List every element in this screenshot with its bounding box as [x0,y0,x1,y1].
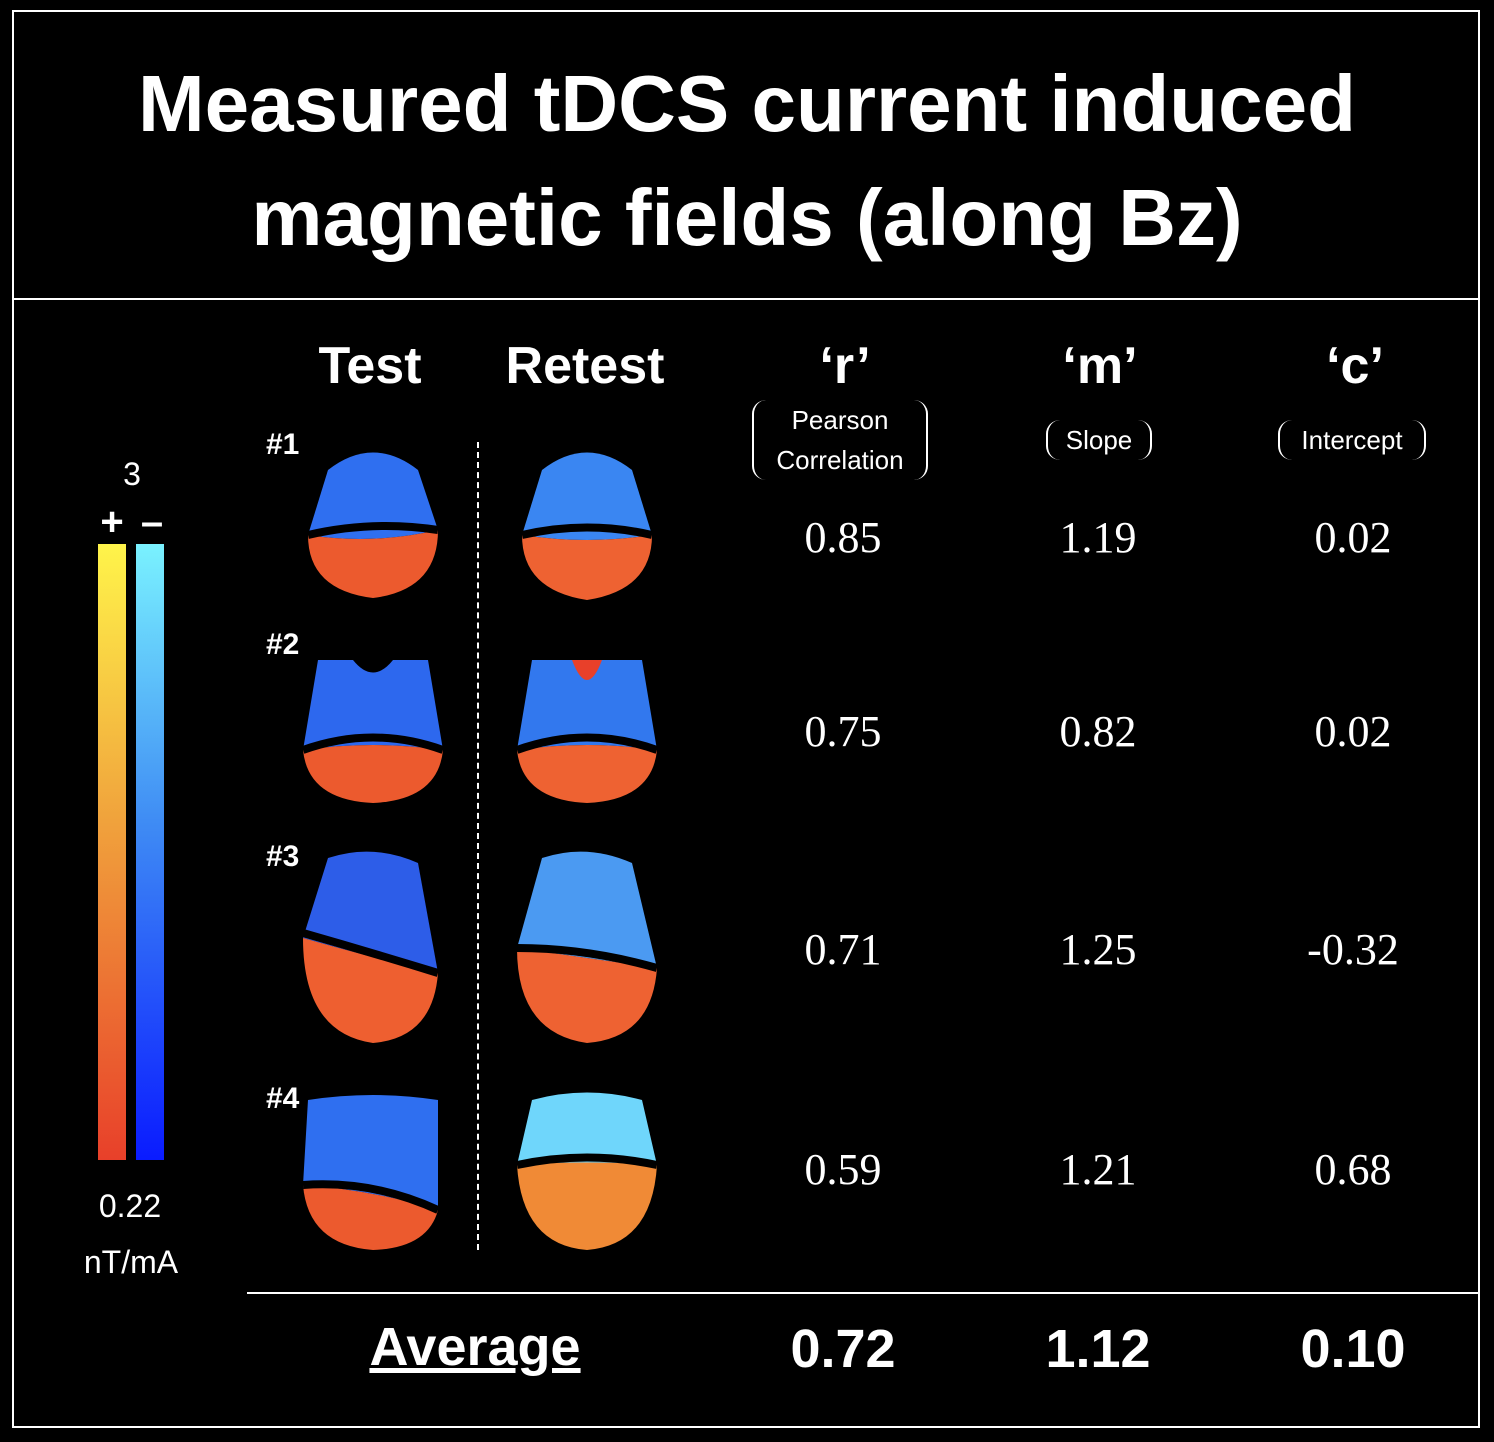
brain-map-retest-2 [515,660,659,803]
title-divider [12,298,1480,300]
r-subtitle-line-2: Correlation [776,445,904,475]
r-value-4: 0.59 [804,1145,882,1194]
colorbar-plus-sign: + [100,500,124,544]
brain-map-test-2 [301,660,445,803]
subject-label-3: #3 [266,840,300,873]
r-column-subtitle: Pearson Correlation [752,400,928,480]
colorbar-max-label: 3 [123,456,141,492]
subject-label-2: #2 [266,628,300,661]
average-label: Average [369,1317,581,1377]
m-column-subtitle: Slope [1046,420,1152,460]
figure-frame [12,10,1480,1428]
positive-colorbar [98,544,126,1160]
brain-map-test-1 [307,452,439,598]
subject-label-1: #1 [266,428,300,461]
c-value-3: -0.32 [1307,925,1399,974]
average-divider [247,1292,1480,1294]
m-value-3: 1.25 [1059,925,1137,974]
average-c-value: 0.10 [1300,1319,1406,1379]
m-value-1: 1.19 [1059,513,1137,562]
r-column-header: ‘r’ [819,337,871,395]
subject-label-4: #4 [266,1082,300,1115]
r-value-2: 0.75 [804,707,882,756]
average-r-value: 0.72 [790,1319,896,1379]
m-column-header: ‘m’ [1062,337,1138,395]
retest-column-header: Retest [505,337,665,395]
colorbar-minus-sign: – [140,500,164,544]
negative-colorbar [136,544,164,1160]
c-value-2: 0.02 [1314,707,1392,756]
r-value-1: 0.85 [804,513,882,562]
test-retest-separator [477,442,479,1250]
brain-map-test-4 [302,1095,440,1250]
brain-map-retest-3 [516,851,659,1043]
c-value-1: 0.02 [1314,513,1392,562]
r-value-3: 0.71 [804,925,882,974]
c-column-header: ‘c’ [1326,337,1384,395]
c-column-subtitle: Intercept [1278,420,1426,460]
r-subtitle-line-1: Pearson [791,405,889,435]
brain-map-retest-4 [516,1092,658,1250]
test-column-header: Test [318,337,422,395]
colorbar-min-label: 0.22 [98,1188,162,1224]
m-value-2: 0.82 [1059,707,1137,756]
figure-title-line-1: Measured tDCS current induced [137,59,1356,148]
m-value-4: 1.21 [1059,1145,1137,1194]
figure-title-line-2: magnetic fields (along Bz) [251,173,1243,262]
average-m-value: 1.12 [1045,1319,1151,1379]
c-value-4: 0.68 [1314,1145,1392,1194]
colorbar-unit-label: nT/mA [83,1244,179,1280]
brain-map-retest-1 [521,452,653,600]
brain-map-test-3 [301,851,440,1043]
